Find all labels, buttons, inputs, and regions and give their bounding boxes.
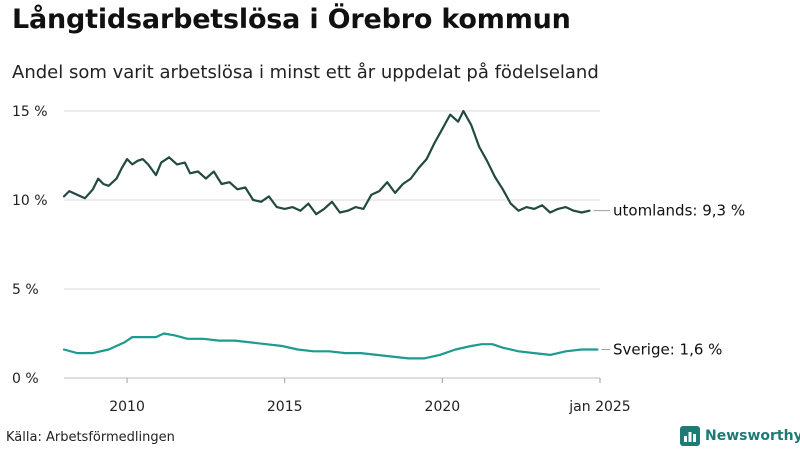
y-tick-label: 15 % <box>12 104 48 120</box>
end-label-utomlands: utomlands: 9,3 % <box>613 202 745 220</box>
source-note: Källa: Arbetsförmedlingen <box>6 430 175 445</box>
end-labels: utomlands: 9,3 % Sverige: 1,6 % <box>593 202 745 359</box>
bar-chart-logo-icon <box>680 426 700 446</box>
end-label-sverige: Sverige: 1,6 % <box>613 341 722 359</box>
y-axis-ticks: 15 % 10 % 5 % 0 % <box>12 104 48 387</box>
x-axis-ticks: 2010 2015 2020 jan 2025 <box>109 378 631 415</box>
chart-title: Långtidsarbetslösa i Örebro kommun <box>12 4 571 35</box>
grid-lines <box>64 110 600 379</box>
x-tick-label: 2010 <box>109 399 145 415</box>
series-lines <box>62 109 599 360</box>
brand-name: Newsworthy <box>705 428 800 444</box>
series-line-sverige <box>62 332 599 360</box>
newsworthy-brand[interactable]: Newsworthy <box>680 426 800 446</box>
y-tick-label: 5 % <box>12 282 39 298</box>
x-tick-label: 2015 <box>267 399 303 415</box>
y-tick-label: 10 % <box>12 193 48 209</box>
x-tick-label: jan 2025 <box>568 399 630 415</box>
y-tick-label: 0 % <box>12 371 39 387</box>
x-tick-label: 2020 <box>425 399 461 415</box>
series-line-utomlands <box>62 109 591 216</box>
chart-subtitle: Andel som varit arbetslösa i minst ett å… <box>12 62 599 83</box>
